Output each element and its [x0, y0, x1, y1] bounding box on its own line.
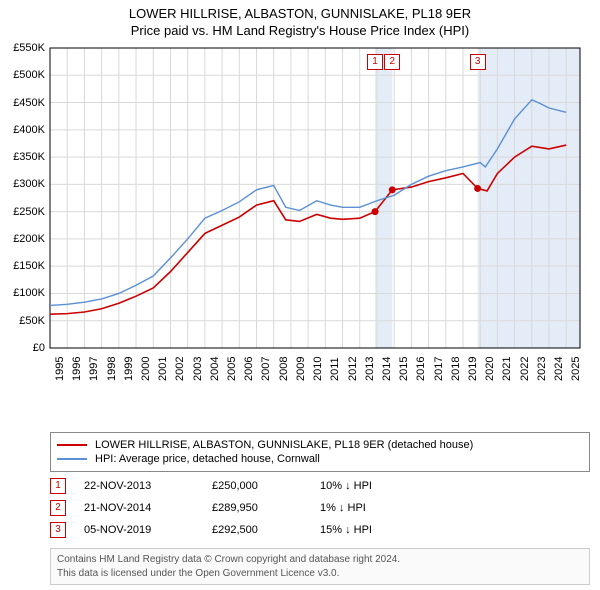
sale-row-marker: 3	[50, 522, 66, 538]
x-tick-label: 2004	[209, 357, 221, 381]
x-tick-label: 2001	[157, 357, 169, 381]
sale-row: 2 21-NOV-2014 £289,950 1% ↓ HPI	[50, 500, 600, 516]
sale-diff: 10% ↓ HPI	[320, 480, 420, 492]
sale-price: £289,950	[212, 502, 302, 514]
x-tick-label: 2005	[226, 357, 238, 381]
x-tick-label: 2008	[278, 357, 290, 381]
x-tick-label: 2025	[570, 357, 582, 381]
x-tick-label: 2019	[467, 357, 479, 381]
y-tick-label: £400K	[13, 124, 45, 136]
sale-row-marker: 2	[50, 500, 66, 516]
x-tick-label: 2018	[450, 357, 462, 381]
x-tick-label: 1995	[54, 357, 66, 381]
x-tick-label: 2003	[192, 357, 204, 381]
x-tick-label: 2016	[415, 357, 427, 381]
sale-date: 05-NOV-2019	[84, 524, 194, 536]
legend: LOWER HILLRISE, ALBASTON, GUNNISLAKE, PL…	[50, 432, 590, 472]
legend-swatch	[57, 458, 87, 460]
attribution-footer: Contains HM Land Registry data © Crown c…	[50, 548, 590, 585]
sale-diff: 1% ↓ HPI	[320, 502, 420, 514]
x-tick-label: 2017	[433, 357, 445, 381]
x-tick-label: 2009	[295, 357, 307, 381]
y-tick-label: £0	[33, 342, 45, 354]
sale-diff: 15% ↓ HPI	[320, 524, 420, 536]
x-tick-label: 2024	[553, 357, 565, 381]
sale-price: £292,500	[212, 524, 302, 536]
sale-row: 3 05-NOV-2019 £292,500 15% ↓ HPI	[50, 522, 600, 538]
x-tick-label: 1999	[123, 357, 135, 381]
legend-label: LOWER HILLRISE, ALBASTON, GUNNISLAKE, PL…	[95, 439, 473, 451]
x-tick-label: 2007	[260, 357, 272, 381]
y-tick-label: £100K	[13, 287, 45, 299]
footer-line1: Contains HM Land Registry data © Crown c…	[57, 553, 583, 567]
x-tick-label: 2012	[347, 357, 359, 381]
chart-title-block: LOWER HILLRISE, ALBASTON, GUNNISLAKE, PL…	[0, 0, 600, 38]
legend-row: LOWER HILLRISE, ALBASTON, GUNNISLAKE, PL…	[57, 439, 583, 451]
sale-marker-2: 2	[384, 54, 400, 70]
y-tick-label: £300K	[13, 178, 45, 190]
legend-row: HPI: Average price, detached house, Corn…	[57, 453, 583, 465]
x-tick-label: 1996	[71, 357, 83, 381]
sales-table: 1 22-NOV-2013 £250,000 10% ↓ HPI 2 21-NOV-201…	[0, 478, 600, 538]
y-tick-label: £250K	[13, 206, 45, 218]
y-tick-label: £500K	[13, 69, 45, 81]
title-line1: LOWER HILLRISE, ALBASTON, GUNNISLAKE, PL…	[0, 6, 600, 21]
y-tick-label: £550K	[13, 42, 45, 54]
sale-price: £250,000	[212, 480, 302, 492]
y-tick-label: £450K	[13, 97, 45, 109]
x-tick-label: 2022	[519, 357, 531, 381]
x-tick-label: 2010	[312, 357, 324, 381]
x-tick-label: 1998	[106, 357, 118, 381]
y-tick-label: £150K	[13, 260, 45, 272]
x-tick-label: 2000	[140, 357, 152, 381]
x-tick-label: 2006	[243, 357, 255, 381]
sale-marker-3: 3	[470, 54, 486, 70]
footer-line2: This data is licensed under the Open Gov…	[57, 567, 583, 581]
sale-marker-1: 1	[367, 54, 383, 70]
sale-date: 22-NOV-2013	[84, 480, 194, 492]
x-tick-label: 2023	[536, 357, 548, 381]
x-tick-label: 2021	[501, 357, 513, 381]
y-tick-label: £50K	[19, 315, 45, 327]
title-line2: Price paid vs. HM Land Registry's House …	[0, 23, 600, 38]
x-tick-label: 2013	[364, 357, 376, 381]
sale-row: 1 22-NOV-2013 £250,000 10% ↓ HPI	[50, 478, 600, 494]
y-tick-label: £350K	[13, 151, 45, 163]
x-tick-label: 1997	[88, 357, 100, 381]
legend-swatch	[57, 444, 87, 446]
legend-label: HPI: Average price, detached house, Corn…	[95, 453, 320, 465]
sale-date: 21-NOV-2014	[84, 502, 194, 514]
x-tick-label: 2011	[329, 357, 341, 381]
sale-row-marker: 1	[50, 478, 66, 494]
x-tick-label: 2002	[174, 357, 186, 381]
x-tick-label: 2015	[398, 357, 410, 381]
x-tick-label: 2014	[381, 357, 393, 381]
y-tick-label: £200K	[13, 233, 45, 245]
x-tick-label: 2020	[484, 357, 496, 381]
chart-area: £0 £50K £100K £150K £200K £250K £300K £350K £400…	[0, 38, 600, 390]
